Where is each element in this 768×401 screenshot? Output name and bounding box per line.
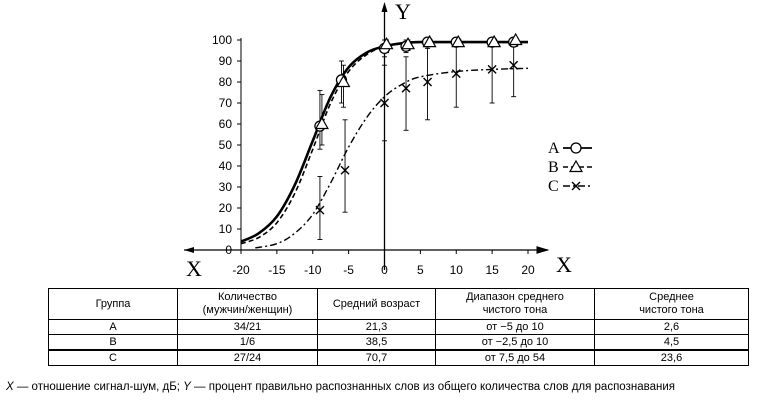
y-axis-name: Y — [395, 0, 411, 24]
data-points — [314, 32, 523, 215]
tick-labels: 0 10 20 30 40 50 60 70 80 90 100 -20 -15 -10 -5 0 5 10 15 2… — [212, 33, 535, 277]
y-tick-label: 70 — [219, 96, 233, 110]
legend-marker-a — [570, 142, 582, 154]
data-point-b — [314, 116, 329, 130]
table-cell: 34/21 — [177, 319, 318, 335]
data-point-b — [336, 74, 351, 88]
table-header-row: Группа Количество (мужчин/женщин) Средний в… — [48, 288, 749, 320]
table-row: B 1/6 38,5 от −2,5 до 10 4,5 — [48, 334, 749, 351]
data-point-b — [487, 34, 502, 48]
summary-table: Группа Количество (мужчин/женщин) Средний в… — [48, 288, 749, 366]
legend-label-a: A — [548, 140, 560, 157]
y-tick-label: 100 — [212, 33, 232, 47]
column-header: Группа — [48, 288, 178, 320]
x-axis-name-right: X — [556, 252, 572, 277]
chart: 0 10 20 30 40 50 60 70 80 90 100 -20 -15 -10 -5 0 5 10 15 2… — [184, 0, 592, 281]
legend-marker-b — [568, 159, 584, 173]
table-cell: 23,6 — [594, 349, 749, 366]
y-tick-label: 30 — [219, 180, 233, 194]
x-tick-label: -15 — [268, 263, 286, 277]
table-row: A 34/21 21,3 от −5 до 10 2,6 — [48, 319, 749, 335]
table-cell: 21,3 — [317, 319, 436, 335]
data-point-b — [422, 34, 437, 48]
x-tick-label: -5 — [343, 263, 354, 277]
table-cell: от −2,5 до 10 — [435, 334, 595, 351]
column-header: Среднее чистого тона — [594, 288, 749, 320]
table-cell: 1/6 — [177, 334, 318, 351]
caption-y-symbol: Y — [183, 381, 191, 393]
data-point-c — [487, 64, 497, 74]
x-tick-label: 10 — [450, 263, 464, 277]
y-tick-label: 40 — [219, 159, 233, 173]
column-header: Диапазон среднего чистого тона — [435, 288, 595, 320]
y-tick-label: 20 — [219, 201, 233, 215]
x-tick-label: 5 — [417, 263, 424, 277]
y-tick-label: 50 — [219, 138, 233, 152]
x-tick-label: -20 — [232, 263, 250, 277]
x-tick-label: 0 — [381, 263, 388, 277]
table-cell: от −5 до 10 — [435, 319, 595, 335]
column-header: Количество (мужчин/женщин) — [177, 288, 318, 320]
x-axis-name: X — [186, 256, 202, 281]
legend: ABC — [548, 140, 592, 195]
data-point-c — [451, 69, 461, 79]
table-cell: 70,7 — [317, 349, 436, 366]
table-cell: 2,6 — [594, 319, 749, 335]
legend-marker-c — [571, 181, 581, 191]
data-point-c — [340, 165, 350, 175]
table-cell: C — [48, 349, 178, 366]
caption-x-text: — отношение сигнал-шум, дБ; — [13, 381, 184, 393]
table-cell: 27/24 — [177, 349, 318, 366]
y-tick-label: 90 — [219, 54, 233, 68]
figure-caption: X — отношение сигнал-шум, дБ; Y — процен… — [6, 381, 766, 393]
data-point-c — [315, 205, 325, 215]
column-header: Средний возраст — [317, 288, 436, 320]
data-point-c — [380, 98, 389, 108]
fit-curve-c — [255, 67, 529, 249]
caption-x-symbol: X — [6, 381, 14, 393]
legend-label-c: C — [548, 178, 559, 195]
group-table: Группа Количество (мужчин/женщин) Средний в… — [48, 288, 749, 366]
data-point-b — [508, 32, 523, 46]
legend-label-b: B — [548, 159, 559, 176]
table-cell: A — [48, 319, 178, 335]
x-tick-label: 15 — [485, 263, 499, 277]
y-tick-label: 0 — [225, 243, 232, 257]
data-point-c — [401, 83, 411, 93]
table-cell: 4,5 — [594, 334, 749, 351]
table-cell: B — [48, 334, 178, 351]
caption-y-text: — процент правильно распознанных слов из… — [190, 381, 675, 393]
x-tick-label: 20 — [521, 263, 535, 277]
table-row: C 27/24 70,7 от 7,5 до 54 23,6 — [48, 349, 749, 366]
x-tick-label: -10 — [304, 263, 322, 277]
y-axis-arrow — [381, 2, 388, 12]
data-point-b — [451, 34, 466, 48]
y-tick-label: 10 — [219, 222, 233, 236]
data-point-b — [379, 36, 394, 50]
y-tick-label: 60 — [219, 117, 233, 131]
y-tick-label: 80 — [219, 75, 233, 89]
data-point-b — [400, 36, 416, 50]
x-axis-left-arrow — [184, 247, 194, 253]
data-point-c — [423, 77, 433, 87]
table-cell: от 7,5 до 54 — [435, 349, 595, 366]
table-cell: 38,5 — [317, 334, 436, 351]
data-point-c — [509, 60, 519, 70]
